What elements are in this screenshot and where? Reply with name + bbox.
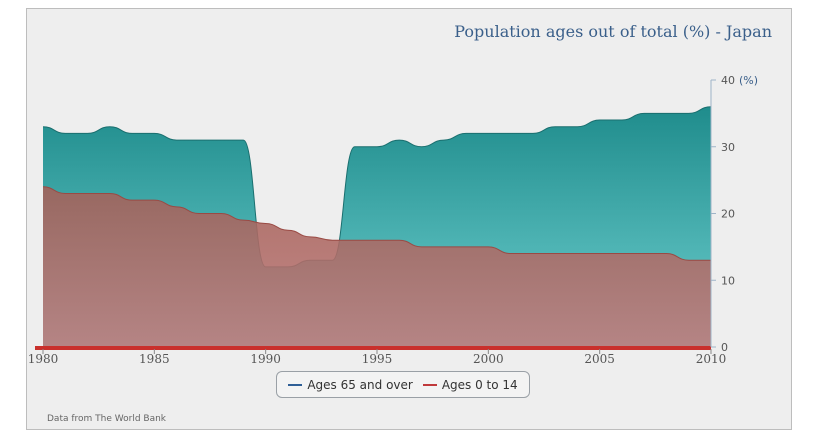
point-0-14-2001[interactable] <box>508 251 514 257</box>
point-0-14-1980[interactable] <box>40 184 46 190</box>
y-tick-label-0: 0 <box>721 341 728 354</box>
x-tick-label-1990: 1990 <box>250 352 281 366</box>
point-0-14-1984[interactable] <box>129 197 135 203</box>
point-65-over-1986[interactable] <box>174 137 180 143</box>
point-0-14-2009[interactable] <box>686 257 692 263</box>
point-65-over-1984[interactable] <box>129 130 135 136</box>
point-0-14-1994[interactable] <box>352 237 358 243</box>
point-0-14-1985[interactable] <box>151 197 157 203</box>
point-0-14-1991[interactable] <box>285 227 291 233</box>
point-0-14-1986[interactable] <box>174 204 180 210</box>
point-0-14-2003[interactable] <box>552 251 558 257</box>
legend-label-65-over: Ages 65 and over <box>307 377 413 392</box>
point-65-over-1995[interactable] <box>374 144 380 150</box>
point-65-over-1988[interactable] <box>218 137 224 143</box>
point-65-over-2008[interactable] <box>663 110 669 116</box>
data-credit: Data from The World Bank <box>47 414 167 424</box>
point-0-14-1992[interactable] <box>307 234 313 240</box>
point-0-14-2005[interactable] <box>597 251 603 257</box>
point-0-14-1989[interactable] <box>240 217 246 223</box>
x-tick-label-2010: 2010 <box>696 352 727 366</box>
point-0-14-2008[interactable] <box>663 251 669 257</box>
point-0-14-1993[interactable] <box>329 237 335 243</box>
point-0-14-2006[interactable] <box>619 251 625 257</box>
point-65-over-1994[interactable] <box>352 144 358 150</box>
point-0-14-1983[interactable] <box>107 190 113 196</box>
point-0-14-2007[interactable] <box>641 251 647 257</box>
legend-item-0-14[interactable]: Ages 0 to 14 <box>422 377 518 392</box>
point-0-14-1987[interactable] <box>196 211 202 217</box>
point-0-14-1982[interactable] <box>85 190 91 196</box>
point-65-over-2000[interactable] <box>485 130 491 136</box>
y-tick-label-10: 10 <box>721 274 735 287</box>
x-tick-label-1985: 1985 <box>139 352 170 366</box>
point-65-over-2003[interactable] <box>552 124 558 130</box>
legend-item-65-over[interactable]: Ages 65 and over <box>288 378 413 392</box>
point-0-14-2000[interactable] <box>485 244 491 250</box>
chart-title: Population ages out of total (%) - Japan <box>454 22 772 41</box>
x-tick-label-1995: 1995 <box>362 352 393 366</box>
point-0-14-1996[interactable] <box>396 237 402 243</box>
point-0-14-1981[interactable] <box>62 190 68 196</box>
point-65-over-1997[interactable] <box>419 144 425 150</box>
point-0-14-2004[interactable] <box>574 251 580 257</box>
point-65-over-2006[interactable] <box>619 117 625 123</box>
point-0-14-1988[interactable] <box>218 211 224 217</box>
point-65-over-2009[interactable] <box>686 110 692 116</box>
y-tick-label-40: 40 <box>721 74 735 87</box>
legend: Ages 65 and over Ages 0 to 14 <box>276 371 530 398</box>
legend-swatch-0-14 <box>422 383 437 386</box>
point-65-over-1989[interactable] <box>240 137 246 143</box>
point-65-over-2001[interactable] <box>508 130 514 136</box>
point-65-over-1980[interactable] <box>40 124 46 130</box>
point-65-over-1987[interactable] <box>196 137 202 143</box>
plot-area <box>40 106 712 347</box>
legend-swatch-65-over <box>288 383 303 386</box>
y-tick-label-20: 20 <box>721 208 735 221</box>
line-65-over <box>42 106 712 268</box>
point-65-over-1982[interactable] <box>85 130 91 136</box>
point-0-14-1999[interactable] <box>463 244 469 250</box>
point-0-14-2002[interactable] <box>530 251 536 257</box>
x-tick-label-2005: 2005 <box>584 352 615 366</box>
point-0-14-1998[interactable] <box>441 244 447 250</box>
point-65-over-1996[interactable] <box>396 137 402 143</box>
point-0-14-1990[interactable] <box>263 221 269 227</box>
axes: 0 10 20 30 40 (%) 1980 1985 1990 1995 2000 2005 2010 <box>28 74 758 366</box>
point-65-over-1999[interactable] <box>463 130 469 136</box>
y-tick-label-30: 30 <box>721 141 735 154</box>
point-65-over-1981[interactable] <box>62 130 68 136</box>
point-65-over-2005[interactable] <box>597 117 603 123</box>
point-65-over-2007[interactable] <box>641 110 647 116</box>
line-0-14 <box>42 186 711 261</box>
point-65-over-2002[interactable] <box>530 130 536 136</box>
point-0-14-1997[interactable] <box>419 244 425 250</box>
point-0-14-1995[interactable] <box>374 237 380 243</box>
point-65-over-2004[interactable] <box>574 124 580 130</box>
point-65-over-1985[interactable] <box>151 130 157 136</box>
legend-label-0-14: Ages 0 to 14 <box>441 377 518 392</box>
point-65-over-1983[interactable] <box>107 124 113 130</box>
x-tick-label-2000: 2000 <box>473 352 504 366</box>
area-0-14[interactable] <box>43 186 711 347</box>
y-unit-label: (%) <box>739 74 758 87</box>
x-tick-label-1980: 1980 <box>28 352 59 366</box>
point-65-over-1998[interactable] <box>441 137 447 143</box>
